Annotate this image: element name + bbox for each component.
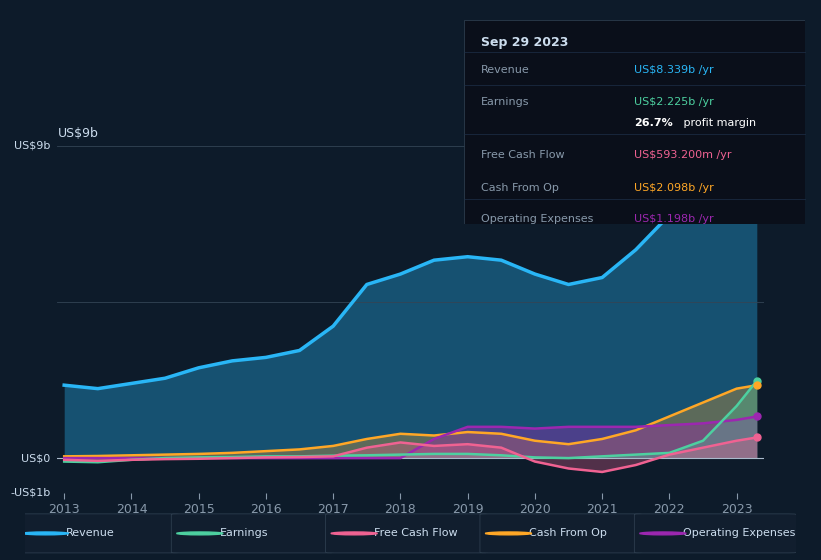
FancyBboxPatch shape [326, 514, 488, 553]
Text: Revenue: Revenue [481, 64, 530, 74]
Text: Operating Expenses: Operating Expenses [683, 529, 796, 538]
Text: Free Cash Flow: Free Cash Flow [374, 529, 458, 538]
Text: US$9b: US$9b [14, 141, 50, 151]
Text: 26.7%: 26.7% [635, 118, 673, 128]
Text: Earnings: Earnings [220, 529, 268, 538]
Text: Cash From Op: Cash From Op [481, 183, 559, 193]
Text: Earnings: Earnings [481, 97, 530, 108]
Circle shape [331, 532, 378, 535]
FancyBboxPatch shape [17, 514, 179, 553]
Text: US$9b: US$9b [57, 127, 99, 140]
Text: US$2.225b /yr: US$2.225b /yr [635, 97, 714, 108]
Text: Operating Expenses: Operating Expenses [481, 214, 594, 224]
Text: profit margin: profit margin [681, 118, 756, 128]
Circle shape [485, 532, 532, 535]
FancyBboxPatch shape [635, 514, 796, 553]
Text: Revenue: Revenue [66, 529, 114, 538]
Text: Free Cash Flow: Free Cash Flow [481, 151, 565, 160]
Text: US$2.098b /yr: US$2.098b /yr [635, 183, 714, 193]
Text: -US$1b: -US$1b [10, 488, 50, 498]
Circle shape [22, 532, 69, 535]
FancyBboxPatch shape [172, 514, 333, 553]
FancyBboxPatch shape [480, 514, 642, 553]
Circle shape [640, 532, 686, 535]
Text: Cash From Op: Cash From Op [529, 529, 607, 538]
Circle shape [177, 532, 223, 535]
Text: US$8.339b /yr: US$8.339b /yr [635, 64, 713, 74]
Text: US$1.198b /yr: US$1.198b /yr [635, 214, 713, 224]
Text: US$593.200m /yr: US$593.200m /yr [635, 151, 732, 160]
FancyBboxPatch shape [464, 20, 805, 224]
Text: Sep 29 2023: Sep 29 2023 [481, 36, 568, 49]
Text: US$0: US$0 [21, 453, 50, 463]
